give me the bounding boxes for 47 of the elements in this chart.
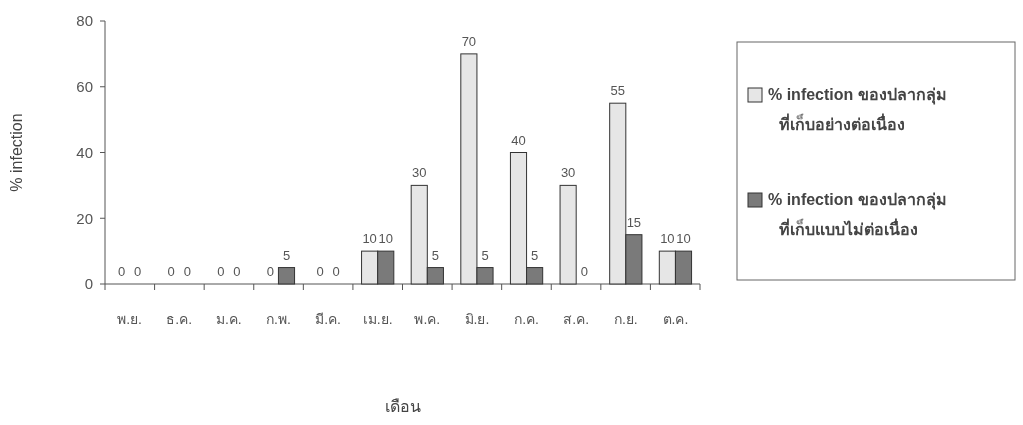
data-label: 0 bbox=[233, 264, 241, 279]
data-label: 15 bbox=[626, 214, 642, 230]
x-tick-label: ก.พ. bbox=[266, 311, 291, 327]
data-label: 55 bbox=[610, 83, 625, 99]
x-tick-label: พ.ย. bbox=[117, 311, 142, 327]
x-tick-label: ต.ค. bbox=[662, 311, 689, 327]
bar bbox=[277, 267, 296, 285]
data-label: 0 bbox=[217, 264, 225, 279]
bar bbox=[559, 184, 577, 285]
x-tick-label: ส.ค. bbox=[563, 311, 590, 327]
x-tick-label: เม.ย. bbox=[362, 311, 393, 327]
data-label: 70 bbox=[461, 33, 477, 49]
data-label: 30 bbox=[560, 165, 576, 181]
x-tick-label: ม.ค. bbox=[215, 311, 242, 327]
x-axis-title: เดือน bbox=[384, 398, 421, 415]
data-label: 10 bbox=[660, 231, 675, 247]
y-tick-label: 0 bbox=[84, 275, 93, 293]
y-tick-label: 80 bbox=[76, 12, 93, 30]
data-label: 30 bbox=[412, 165, 427, 181]
y-tick-label: 40 bbox=[76, 143, 93, 161]
legend-label: % infection ของปลากลุ่ม ที่เก็บแบบไม่ต่อเนื่อง bbox=[768, 191, 947, 238]
data-label: 10 bbox=[676, 231, 691, 247]
x-tick-label: ก.ย. bbox=[613, 311, 638, 327]
y-tick-label: 20 bbox=[76, 209, 93, 227]
x-tick-label: มี.ค. bbox=[315, 311, 341, 327]
data-label: 5 bbox=[481, 247, 489, 263]
data-label: 0 bbox=[117, 264, 126, 279]
x-tick-label: พ.ค. bbox=[414, 311, 441, 327]
data-label: 5 bbox=[531, 247, 539, 263]
data-label: 0 bbox=[183, 264, 191, 279]
data-label: 0 bbox=[580, 264, 588, 279]
x-tick-label: ธ.ค. bbox=[166, 311, 193, 327]
data-label: 10 bbox=[362, 231, 377, 247]
data-label: 40 bbox=[511, 132, 526, 148]
data-label: 5 bbox=[431, 247, 439, 263]
data-label: 0 bbox=[316, 264, 324, 279]
data-label: 5 bbox=[282, 247, 291, 263]
data-label: 0 bbox=[167, 264, 175, 279]
legend-label: % infection ของปลากลุ่ม ที่เก็บอย่างต่อเนื่อง bbox=[768, 86, 947, 133]
x-tick-label: ก.ค. bbox=[514, 311, 539, 327]
data-label: 0 bbox=[134, 264, 142, 279]
data-label: 0 bbox=[266, 264, 274, 279]
y-tick-label: 60 bbox=[76, 78, 93, 95]
y-axis-title: % infection bbox=[8, 113, 25, 192]
data-label: 0 bbox=[332, 264, 340, 279]
x-tick-label: มิ.ย. bbox=[464, 311, 490, 327]
data-label: 10 bbox=[378, 231, 393, 247]
